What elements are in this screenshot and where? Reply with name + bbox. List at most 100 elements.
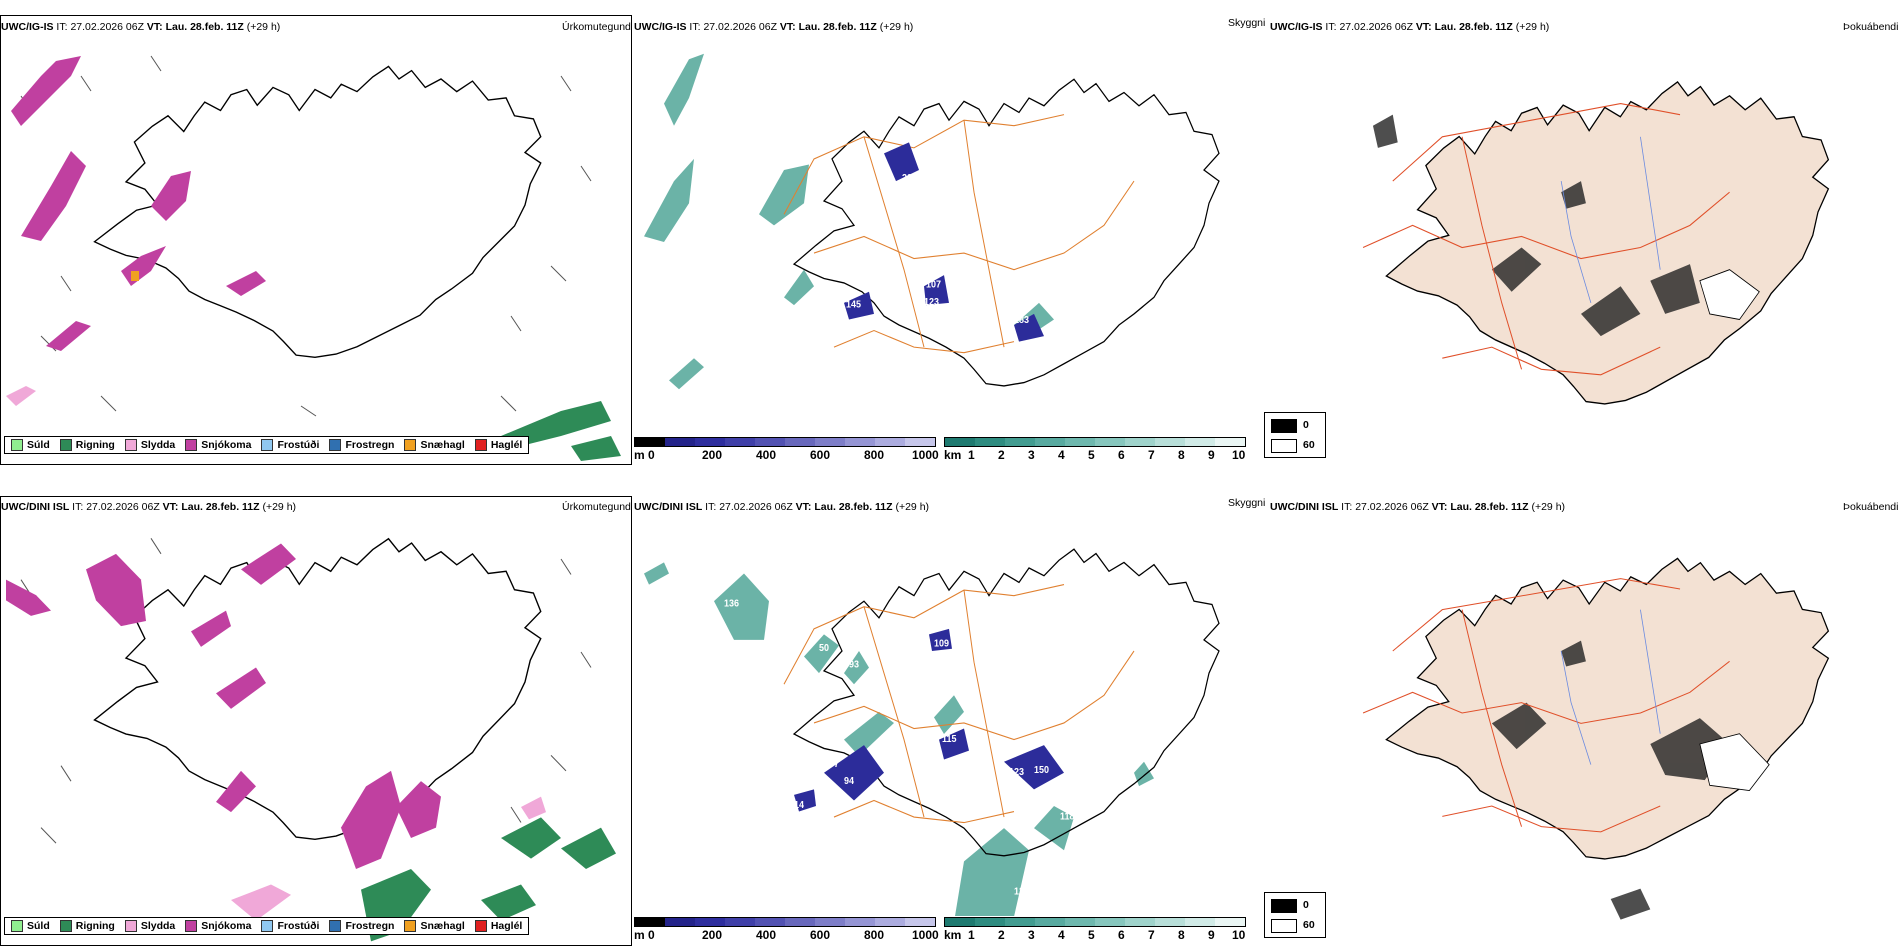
legend-freezing-drizzle: Frostúði <box>261 920 319 932</box>
legend-sleet: Slydda <box>124 439 175 451</box>
precip-type-panel-top <box>0 15 632 465</box>
cloud-label: 129 <box>919 744 934 756</box>
panel-title-cloud-bottom: Skyggni <box>1228 497 1266 509</box>
visibility-color-ramp <box>944 917 1246 927</box>
legend-hail: Haglél <box>474 920 522 932</box>
cloud-label: 146 <box>896 206 911 218</box>
row-title-bottom-cloud: UWC/DINI ISL IT: 27.02.2026 06Z VT: Lau.… <box>634 501 930 513</box>
cloud-label: 123 <box>924 297 939 309</box>
cloud-label: 134 <box>879 737 895 749</box>
height-color-ramp <box>634 437 936 447</box>
cloud-label: 50 <box>819 643 829 655</box>
cloud-label: 145 <box>846 299 862 311</box>
cloud-map-bottom: 136 109 50 93 107 94 134 115 129 118 123… <box>644 548 1220 916</box>
cloud-map-top: 935 145 107 123 183 105 146 20 24 <box>644 53 1220 390</box>
cloud-label: 93 <box>849 659 859 671</box>
cloud-label: 150 <box>1034 764 1049 776</box>
cloud-label: 115 <box>942 733 957 745</box>
panel-title-precip-top: Úrkomutegund <box>562 21 631 33</box>
row-title-bottom-fog: UWC/DINI ISL IT: 27.02.2026 06Z VT: Lau.… <box>1270 501 1566 513</box>
cloud-cover-legend-top: 0 60 <box>1264 412 1326 458</box>
road-network <box>1362 578 1730 833</box>
legend-graupel: Snæhagl <box>404 920 465 932</box>
legend-snow: Snjókoma <box>185 920 251 932</box>
cloud-label: 61 <box>789 784 800 796</box>
cloud-label: 935 <box>689 200 705 212</box>
legend-freezing-rain: Frostregn <box>329 439 394 451</box>
row-title-top: UWC/IG-IS IT: 27.02.2026 06Z VT: Lau. 28… <box>1 21 281 33</box>
visibility-unit: km <box>944 448 962 462</box>
wind-barbs <box>20 55 592 417</box>
legend-hail: Haglél <box>474 439 522 451</box>
low-cloud-spots <box>844 142 1044 342</box>
fog-map-top <box>1362 81 1830 405</box>
panel-title-cloud-top: Skyggni <box>1228 17 1266 29</box>
sleet-area-2 <box>521 796 546 820</box>
ice-pellet-spot <box>131 271 139 281</box>
rain-areas <box>501 401 621 461</box>
cc-white-swatch <box>1271 439 1297 453</box>
cloud-label: 136 <box>724 598 739 610</box>
coastline-outline <box>93 538 542 840</box>
fog-map-bottom <box>1362 557 1830 920</box>
height-unit: m <box>634 928 645 942</box>
cloud-value-labels: 136 109 50 93 107 94 134 115 129 118 123… <box>724 598 1160 897</box>
cloud-label: 94 <box>844 775 855 787</box>
row-title-top-cloud: UWC/IG-IS IT: 27.02.2026 06Z VT: Lau. 28… <box>634 21 914 33</box>
cloud-label: 183 <box>1014 314 1029 326</box>
fog-panel-top <box>1264 15 1900 435</box>
sleet-area <box>6 386 36 406</box>
panel-title-fog-bottom: Þokuábendi <box>1843 501 1899 513</box>
fog-white-area <box>1699 733 1770 791</box>
cloud-label: 24 <box>879 283 890 295</box>
visibility-color-ramp <box>944 437 1246 447</box>
low-cloud-spots <box>794 628 1064 812</box>
road-network <box>783 114 1135 354</box>
cloud-base-areas <box>644 53 1054 390</box>
fog-white-area <box>1699 269 1760 320</box>
cc-black-swatch <box>1271 419 1297 433</box>
road-network <box>1362 103 1730 376</box>
cloud-label: 109 <box>934 638 949 650</box>
legend-drizzle: Súld <box>11 920 50 932</box>
cc-white-swatch <box>1271 919 1297 933</box>
height-unit: m <box>634 448 645 462</box>
cc-black-swatch <box>1271 899 1297 913</box>
cloud-label: 107 <box>926 279 941 291</box>
legend-rain: Rigning <box>59 439 115 451</box>
cloud-label: 214 <box>789 800 805 812</box>
legend-snow: Snjókoma <box>185 439 251 451</box>
row-title-top-fog: UWC/IG-IS IT: 27.02.2026 06Z VT: Lau. 28… <box>1270 21 1550 33</box>
cloud-label: 236 <box>1070 771 1085 783</box>
cloud-base-areas <box>644 562 1154 916</box>
legend-graupel: Snæhagl <box>404 439 465 451</box>
legend-freezing-rain: Frostregn <box>329 920 394 932</box>
road-network <box>783 584 1135 824</box>
panel-title-fog-top: Þokuábendi <box>1843 21 1899 33</box>
fog-dark-areas <box>1372 114 1700 337</box>
precip-map-bottom <box>6 538 616 942</box>
precip-legend-top: Súld Rigning Slydda Snjókoma Frostúði Fr… <box>4 436 530 454</box>
legend-freezing-drizzle: Frostúði <box>261 439 319 451</box>
snow-areas <box>11 56 266 351</box>
rivers <box>1560 136 1661 303</box>
row-title-bottom: UWC/DINI ISL IT: 27.02.2026 06Z VT: Lau.… <box>1 501 297 513</box>
cloud-label: 123 <box>1009 767 1024 779</box>
rivers <box>1560 609 1661 765</box>
precip-map-top <box>6 55 621 461</box>
cloud-panel-bottom: 136 109 50 93 107 94 134 115 129 118 123… <box>634 496 1264 916</box>
precip-legend-bottom: Súld Rigning Slydda Snjókoma Frostúði Fr… <box>4 917 530 935</box>
visibility-unit: km <box>944 928 962 942</box>
legend-sleet: Slydda <box>124 920 175 932</box>
panel-title-precip-bottom: Úrkomutegund <box>562 501 631 513</box>
cloud-panel-top: 935 145 107 123 183 105 146 20 24 <box>634 15 1264 435</box>
fog-panel-bottom <box>1264 496 1900 946</box>
precip-type-panel-bottom <box>0 496 632 946</box>
cloud-label: 118 <box>1060 811 1075 823</box>
snow-areas <box>6 543 441 869</box>
cloud-label: 107 <box>824 759 839 771</box>
cloud-label: 118 <box>1011 740 1026 752</box>
sleet-area <box>231 884 291 921</box>
height-color-ramp <box>634 917 936 927</box>
cloud-value-labels: 935 145 107 123 183 105 146 20 24 <box>689 173 1029 326</box>
